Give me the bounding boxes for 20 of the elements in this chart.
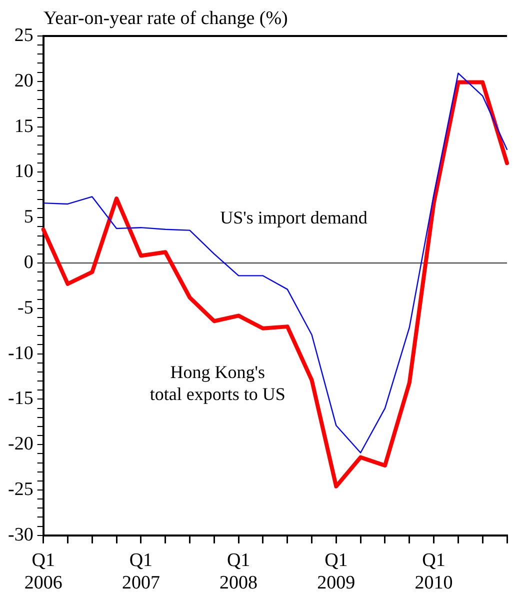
y-tick-label: -30 (8, 524, 34, 546)
y-tick-label: -5 (18, 297, 34, 318)
x-tick-label: Q1 2006 (24, 550, 62, 594)
y-tick-label: 0 (24, 252, 34, 273)
y-tick-label: 20 (14, 70, 34, 92)
y-tick-label: 25 (14, 24, 34, 46)
series-label: US's import demand (220, 208, 368, 228)
y-tick-label: 5 (24, 206, 34, 228)
x-tick-label: Q1 2010 (414, 550, 453, 594)
y-tick-label: -25 (8, 478, 34, 500)
x-tick-label: Q1 2009 (317, 550, 356, 594)
y-tick-label: 10 (14, 161, 34, 182)
x-tick-label: Q1 2007 (122, 550, 160, 594)
series-label: Hong Kong's total exports to US (150, 362, 286, 404)
y-tick-label: -15 (8, 388, 34, 410)
x-tick-label: Q1 2008 (220, 550, 258, 594)
y-axis-title: Year-on-year rate of change (%) (43, 8, 288, 29)
y-tick-label: -20 (8, 434, 34, 455)
y-tick-label: -10 (8, 342, 34, 364)
y-tick-label: 15 (14, 116, 34, 137)
